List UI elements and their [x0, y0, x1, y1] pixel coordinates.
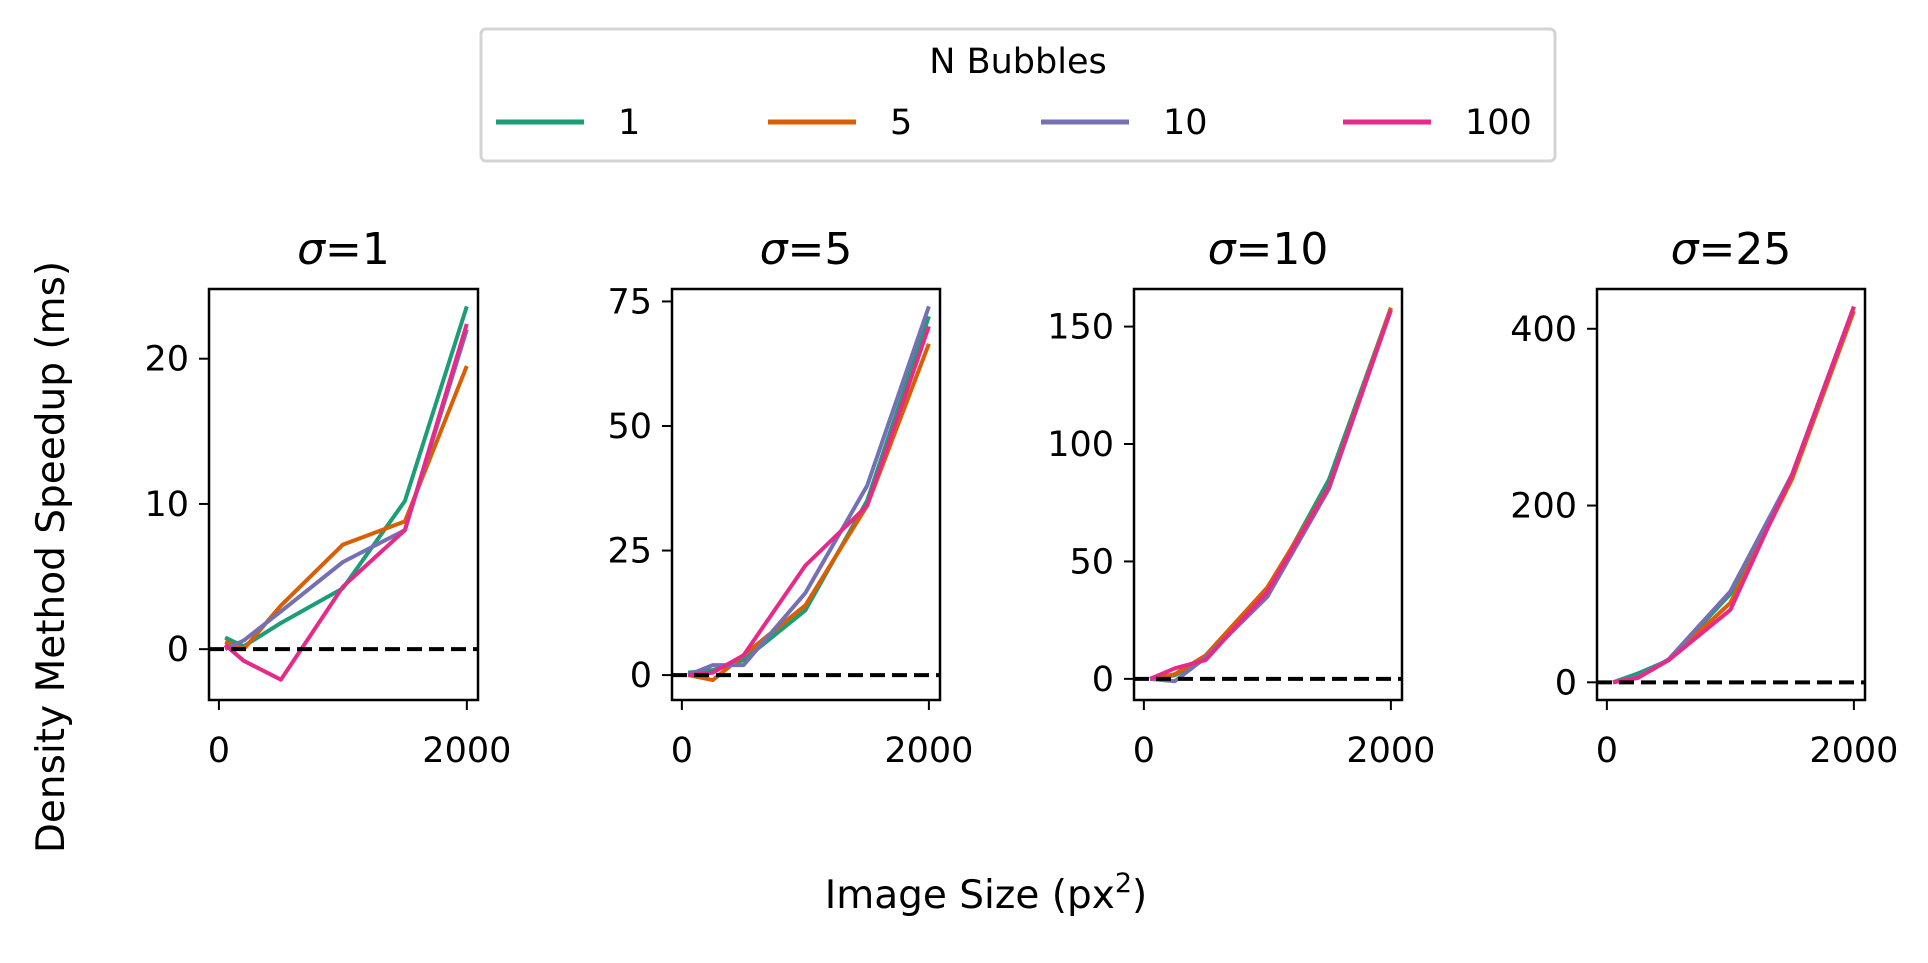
panel-1-plot-area [209, 305, 478, 682]
panel-title-value: =1 [325, 224, 390, 275]
y-tick-label: 50 [1069, 542, 1114, 582]
x-tick-label: 2000 [1809, 731, 1898, 771]
series-line-1 [224, 305, 469, 649]
x-tick-label: 0 [671, 731, 693, 771]
y-tick-label: 0 [630, 656, 652, 696]
y-tick-label: 20 [144, 340, 189, 380]
y-tick-label: 0 [1555, 663, 1577, 703]
legend-title: N Bubbles [929, 42, 1106, 82]
panel-2: σ=5 0 2000 0 25 50 75 [607, 224, 973, 771]
y-tick-label: 10 [144, 485, 189, 525]
x-axis-label-superscript: 2 [1115, 868, 1132, 899]
panel-4-title: σ=25 [1671, 224, 1792, 275]
panel-title-sigma: σ [1671, 224, 1700, 275]
panel-2-axes-frame [670, 287, 942, 702]
series-line-1 [1149, 307, 1393, 681]
x-tick-label: 2000 [422, 731, 511, 771]
panel-1-axes-frame [207, 287, 480, 702]
series-line-10 [1149, 309, 1393, 684]
panel-title-sigma: σ [760, 224, 789, 275]
panel-1: σ=1 0 2000 0 10 20 [144, 224, 511, 771]
series-line-100 [1149, 309, 1393, 681]
panel-title-value: =5 [788, 224, 853, 275]
legend-entry-5: 5 [768, 103, 912, 143]
series-line-100 [687, 325, 931, 678]
panel-3: σ=10 0 2000 0 50 100 150 [1047, 224, 1435, 771]
series-line-100 [223, 323, 469, 682]
panel-1-title: σ=1 [297, 224, 390, 275]
legend-label-10: 10 [1163, 103, 1208, 143]
x-axis-label-text: Image Size (px [825, 873, 1115, 918]
series-line-10 [687, 305, 931, 677]
y-tick-label: 150 [1047, 308, 1114, 348]
series-line-10 [1612, 306, 1856, 685]
series-line-1 [1612, 306, 1856, 685]
legend-entry-100: 100 [1343, 103, 1532, 143]
x-tick-label: 0 [1596, 731, 1618, 771]
series-line-100 [1612, 306, 1856, 685]
x-tick-label: 0 [208, 731, 230, 771]
series-line-5 [224, 365, 469, 652]
x-axis-label: Image Size (px2) [825, 868, 1147, 918]
y-tick-label: 0 [1092, 660, 1114, 700]
panel-title-value: =10 [1236, 224, 1329, 275]
series-line-5 [1612, 310, 1856, 685]
y-tick-label: 200 [1510, 487, 1577, 527]
y-tick-label: 0 [167, 630, 189, 670]
x-tick-label: 2000 [884, 731, 973, 771]
series-line-5 [687, 343, 931, 683]
x-tick-label: 2000 [1346, 731, 1435, 771]
legend-label-1: 1 [618, 103, 640, 143]
series-line-1 [687, 315, 931, 675]
panel-4-axes-frame [1595, 287, 1867, 702]
legend-label-100: 100 [1465, 103, 1532, 143]
y-tick-label: 50 [607, 407, 652, 447]
panel-3-title: σ=10 [1208, 224, 1329, 275]
panel-2-title: σ=5 [760, 224, 853, 275]
x-axis-label-close: ) [1132, 873, 1147, 918]
panel-3-plot-area [1134, 307, 1402, 684]
legend-frame [479, 27, 1557, 163]
x-tick-label: 0 [1133, 731, 1155, 771]
panel-3-axes-frame [1132, 287, 1404, 702]
y-axis-label: Density Method Speedup (ms) [29, 261, 74, 853]
panel-title-sigma: σ [297, 224, 326, 275]
legend-entries: 1 5 10 100 [496, 103, 1532, 143]
legend-entry-1: 1 [496, 103, 640, 143]
panel-4: σ=25 0 2000 0 200 400 [1510, 224, 1898, 771]
panel-title-value: =25 [1699, 224, 1792, 275]
panel-4-plot-area [1597, 306, 1865, 685]
panel-2-plot-area [672, 305, 940, 683]
series-line-5 [1149, 307, 1393, 681]
legend: N Bubbles 1 5 10 100 [479, 27, 1557, 163]
y-tick-label: 400 [1510, 310, 1577, 350]
series-line-10 [224, 329, 469, 652]
panel-title-sigma: σ [1208, 224, 1237, 275]
y-tick-label: 25 [607, 532, 652, 572]
legend-label-5: 5 [890, 103, 912, 143]
y-tick-label: 75 [607, 282, 652, 322]
legend-entry-10: 10 [1041, 103, 1208, 143]
y-tick-label: 100 [1047, 425, 1114, 465]
